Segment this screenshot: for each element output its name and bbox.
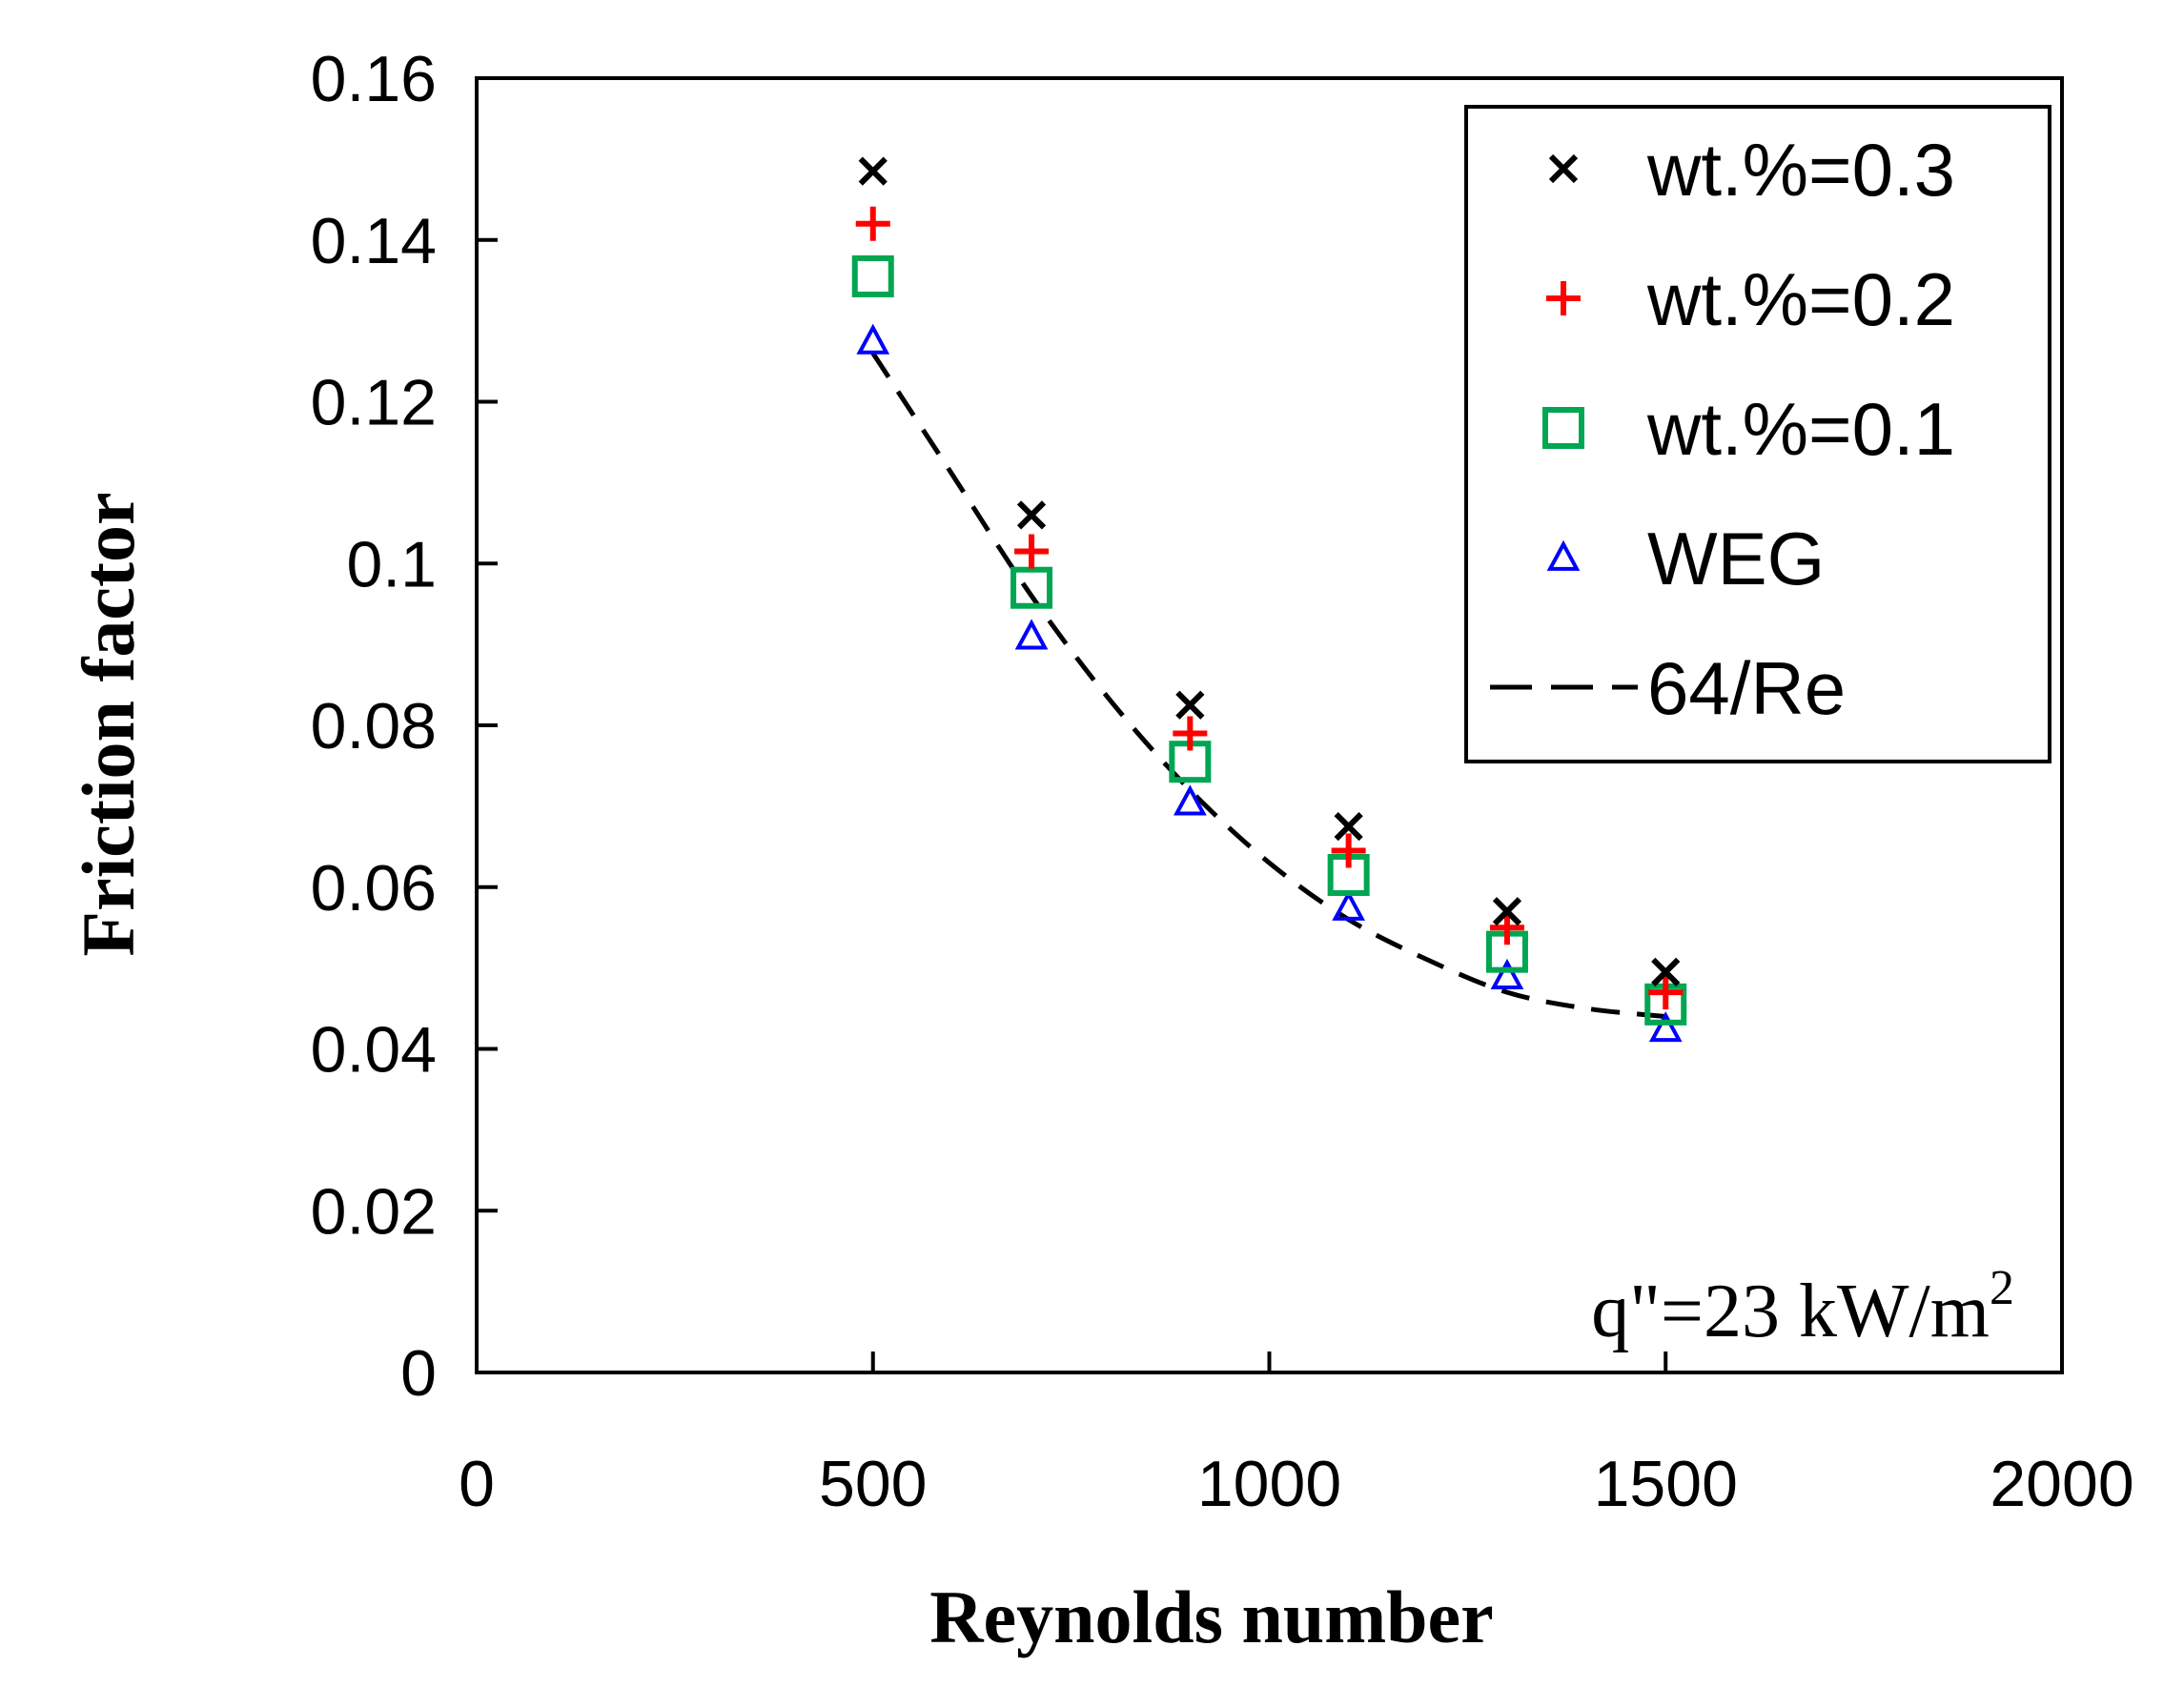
series-64-re-line — [870, 352, 1666, 1020]
x-axis: 0 500 1000 1500 2000 — [459, 1352, 2134, 1520]
point-wt-0-3-0 — [858, 156, 888, 186]
x-tick-label: 1000 — [1197, 1448, 1341, 1520]
point-wt-0-2-1 — [1014, 534, 1050, 569]
heat-flux-annotation: q"=23 kW/m2 — [1591, 1261, 2014, 1353]
x-axis-title: Reynolds number — [929, 1575, 1494, 1658]
legend-symbol — [1546, 539, 1581, 571]
y-tick-label: 0.08 — [311, 690, 437, 762]
point-wt-0-2-4 — [1489, 910, 1524, 945]
point-wt-0-3-5 — [1651, 957, 1681, 986]
legend-entry-wt-0-3: wt.%=0.3 — [1548, 128, 1955, 212]
legend-symbol — [1542, 407, 1584, 449]
point-wt-0-3-1 — [1016, 500, 1047, 530]
x-tick-label: 2000 — [1990, 1448, 2133, 1520]
x-tick-label: 1500 — [1594, 1448, 1738, 1520]
point-wt-0-3-4 — [1492, 897, 1522, 926]
point-wt-0-1-1 — [1010, 566, 1053, 609]
point-weg-0 — [856, 323, 890, 355]
legend-entry-weg: WEG — [1546, 517, 1825, 600]
y-tick-label: 0.04 — [311, 1014, 437, 1087]
y-axis-title: Friction factor — [67, 492, 150, 956]
point-wt-0-3-3 — [1334, 811, 1363, 842]
point-wt-0-2-3 — [1331, 833, 1366, 868]
legend-label: wt.%=0.1 — [1646, 387, 1955, 471]
series-wt-0-3 — [858, 156, 1681, 986]
series-weg — [856, 323, 1683, 1043]
y-tick-label: 0.06 — [311, 852, 437, 925]
series-wt-0-2 — [855, 206, 1684, 1010]
legend-entry-wt-0-1: wt.%=0.1 — [1542, 387, 1955, 471]
point-wt-0-2-2 — [1173, 716, 1208, 751]
point-weg-2 — [1173, 784, 1207, 816]
point-weg-4 — [1490, 958, 1524, 990]
legend: wt.%=0.3 wt.%=0.2 wt.%=0.1 WEG 64/Re — [1464, 105, 2051, 763]
y-tick-label: 0.16 — [311, 43, 437, 115]
legend-box — [1464, 105, 2051, 763]
legend-label: wt.%=0.3 — [1646, 128, 1955, 212]
legend-entry-wt-0-2: wt.%=0.2 — [1546, 257, 1955, 341]
legend-label: 64/Re — [1647, 646, 1846, 730]
legend-entry-64-re: 64/Re — [1490, 646, 1846, 730]
legend-label: wt.%=0.2 — [1646, 257, 1955, 341]
x-tick-label: 0 — [459, 1448, 495, 1520]
point-weg-3 — [1332, 889, 1366, 921]
heat-flux-text: q"=23 kW/m — [1591, 1270, 1990, 1353]
y-tick-label: 0.1 — [346, 528, 437, 600]
point-wt-0-1-0 — [851, 254, 894, 297]
fit-curve-64-re — [870, 352, 1666, 1020]
point-weg-5 — [1648, 1011, 1683, 1043]
legend-label: WEG — [1647, 517, 1825, 600]
point-wt-0-2-0 — [855, 206, 890, 241]
point-weg-1 — [1014, 619, 1049, 650]
y-axis: 0 0.02 0.04 0.06 0.08 0.1 0.12 0.14 0.16 — [311, 43, 498, 1410]
legend-symbol — [1548, 153, 1579, 184]
y-tick-label: 0.02 — [311, 1175, 437, 1248]
y-tick-label: 0.14 — [311, 205, 437, 277]
legend-symbol — [1546, 281, 1581, 315]
y-tick-label: 0.12 — [311, 367, 437, 439]
x-tick-label: 500 — [819, 1448, 927, 1520]
point-wt-0-3-2 — [1175, 690, 1205, 720]
heat-flux-superscript: 2 — [1990, 1261, 2014, 1315]
y-tick-label: 0 — [400, 1337, 437, 1410]
data-markers — [851, 156, 1687, 1043]
point-wt-0-2-5 — [1648, 975, 1684, 1010]
